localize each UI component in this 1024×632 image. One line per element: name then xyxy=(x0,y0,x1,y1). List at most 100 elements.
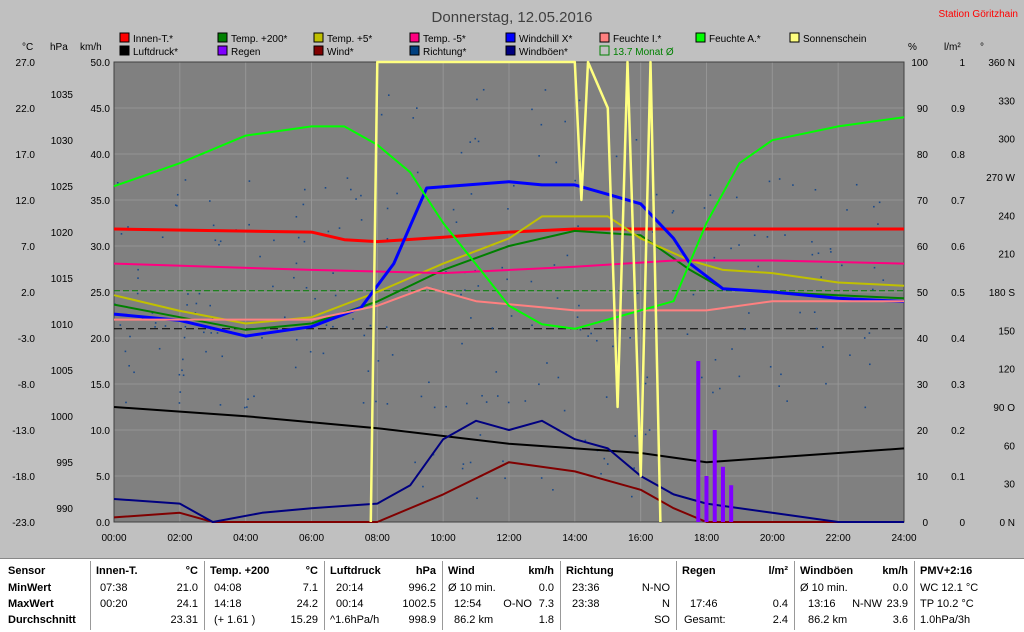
durchschnitt-label: Durchschnitt xyxy=(8,614,76,626)
richtung-point xyxy=(635,138,638,141)
legend-label: Windchill X* xyxy=(519,34,572,45)
wind-max-direction: O-NO xyxy=(503,598,532,610)
richtung-point xyxy=(184,179,187,181)
richtung-point xyxy=(125,401,127,404)
percent-tick: 100 xyxy=(911,58,928,69)
richtung-point xyxy=(630,495,633,498)
percent-tick: 80 xyxy=(917,150,929,161)
richtung-max-value: N xyxy=(662,598,670,610)
richtung-point xyxy=(377,360,380,362)
richtung-point xyxy=(524,400,527,402)
legend-label: Wind* xyxy=(327,47,354,58)
richtung-point xyxy=(127,226,129,228)
richtung-point xyxy=(566,254,569,257)
richtung-point xyxy=(578,99,581,102)
luftdruck-max-value: 1002.5 xyxy=(402,598,436,610)
richtung-point xyxy=(714,358,717,361)
richtung-point xyxy=(386,403,389,405)
stats-col-pmv: PMV+2:16 WC 12.1 °C TP 10.2 °C 1.0hPa/3h xyxy=(916,559,1022,632)
richtung-point xyxy=(116,181,119,184)
richtung-point xyxy=(261,337,263,339)
richtung-point xyxy=(778,385,780,387)
richtung-point xyxy=(485,401,488,403)
time-tick: 08:00 xyxy=(365,533,390,544)
innen-avg-value: 23.31 xyxy=(170,614,198,626)
richtung-point xyxy=(375,400,377,403)
stats-col-temp200: Temp. +200 °C 04:08 7.1 14:18 24.2 (+ 1.61 … xyxy=(206,559,322,632)
richtung-point xyxy=(209,200,211,202)
richtung-point xyxy=(540,123,543,126)
celsius-tick: 17.0 xyxy=(16,150,36,161)
richtung-point xyxy=(531,324,533,327)
richtung-point xyxy=(214,239,217,242)
richtung-point xyxy=(137,277,139,279)
wind-max-time: 12:54 xyxy=(454,598,482,610)
legend-label: Innen-T.* xyxy=(133,34,173,45)
degree-tick: 300 xyxy=(998,135,1015,146)
boeen-min-label: Ø 10 min. xyxy=(800,582,848,594)
boeen-max-value: 23.9 xyxy=(886,598,908,610)
richtung-point xyxy=(174,204,177,206)
richtung-point xyxy=(314,297,316,300)
luftdruck-trend: ^1.6hPa/h xyxy=(330,614,380,626)
wind-min-label: Ø 10 min. xyxy=(448,582,496,594)
boeen-distance: 86.2 km xyxy=(808,614,848,626)
richtung-point xyxy=(283,316,286,319)
hpa-tick: 1035 xyxy=(51,90,74,101)
kmh-tick: 50.0 xyxy=(91,58,111,69)
richtung-point xyxy=(574,179,577,182)
richtung-point xyxy=(784,234,786,236)
sensor-header: Sensor xyxy=(8,565,46,577)
richtung-point xyxy=(461,342,463,345)
richtung-point xyxy=(878,201,881,204)
richtung-point xyxy=(577,225,579,227)
wind-max-value: 7.3 xyxy=(538,598,554,610)
richtung-point xyxy=(811,253,814,256)
richtung-point xyxy=(849,354,851,356)
richtung-point xyxy=(753,234,756,237)
richtung-point xyxy=(363,334,366,337)
axis-units: °C hPa km/h % l/m² ° xyxy=(22,42,984,53)
richtung-point xyxy=(538,383,540,386)
stats-col-innen: Innen-T. °C 07:38 21.0 00:20 24.1 23.31 xyxy=(92,559,202,632)
richtung-point xyxy=(476,98,478,101)
legend-label: Sonnenschein xyxy=(803,34,866,45)
richtung-point xyxy=(846,209,848,211)
richtung-point xyxy=(555,161,558,164)
percent-tick: 30 xyxy=(917,380,929,391)
legend-swatch xyxy=(119,32,130,43)
richtung-point xyxy=(579,328,582,331)
richtung-point xyxy=(461,467,464,470)
richtung-point xyxy=(182,358,184,361)
time-tick: 12:00 xyxy=(496,533,521,544)
richtung-point xyxy=(504,477,506,480)
richtung-point xyxy=(477,285,480,287)
richtung-point xyxy=(877,223,879,225)
regen-total-value: 2.4 xyxy=(772,614,788,626)
degree-tick: 120 xyxy=(998,365,1015,376)
richtung-point xyxy=(731,348,733,350)
richtung-point xyxy=(644,382,647,385)
richtung-point xyxy=(178,373,181,376)
legend-swatch xyxy=(599,32,610,43)
richtung-point xyxy=(633,467,635,469)
richtung-point xyxy=(648,429,651,431)
richtung-point xyxy=(476,497,478,500)
temp200-avg-value: 15.29 xyxy=(290,614,318,626)
richtung-point xyxy=(176,193,179,196)
richtung-point xyxy=(636,292,639,295)
richtung-point xyxy=(124,350,127,353)
temp200-trend: (+ 1.61 ) xyxy=(214,614,256,626)
richtung-point xyxy=(355,198,357,200)
richtung-point xyxy=(748,312,750,314)
unit-celsius: °C xyxy=(22,42,33,53)
kmh-tick: 45.0 xyxy=(91,104,111,115)
richtung-point xyxy=(757,265,760,268)
lm2-tick: 0.1 xyxy=(951,472,965,483)
richtung-point xyxy=(380,113,383,116)
richtung-point xyxy=(210,332,213,334)
richtung-point xyxy=(294,366,297,369)
richtung-point xyxy=(416,171,419,174)
legend-label: 13.7 Monat Ø xyxy=(613,47,674,58)
chart-legend: Innen-T.* Temp. +200* Temp. +5* Temp. -5* Wi… xyxy=(119,32,866,58)
